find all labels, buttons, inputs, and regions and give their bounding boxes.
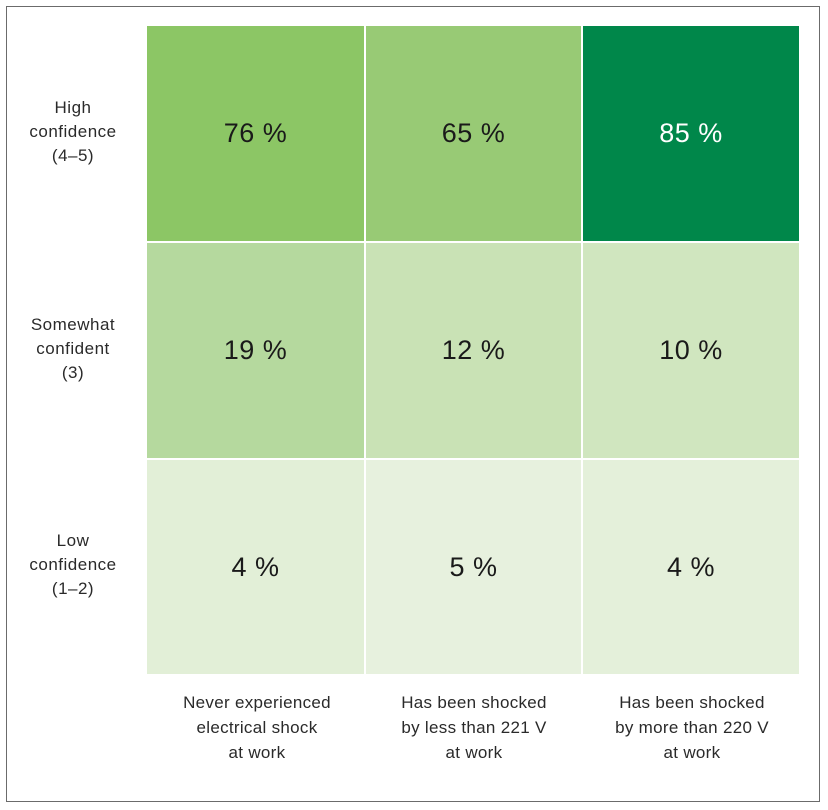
column-label-never-shocked: Never experienced electrical shock at wo… — [183, 693, 331, 762]
heatmap-cell-r1-c1: 12 % — [366, 243, 581, 458]
column-label-shocked-under-221v: Has been shocked by less than 221 V at w… — [401, 693, 547, 762]
row-label-somewhat-confident: Somewhat confident (3) — [30, 315, 116, 382]
heatmap-cell-r2-c2: 4 % — [583, 460, 799, 674]
row-label-high-confidence: High confidence (4–5) — [29, 98, 117, 165]
heatmap-cell-r0-c1: 65 % — [366, 26, 581, 241]
heatmap-cell-r0-c0: 76 % — [147, 26, 364, 241]
column-label-shocked-over-220v: Has been shocked by more than 220 V at w… — [615, 693, 769, 762]
heatmap-cell-r0-c2: 85 % — [583, 26, 799, 241]
heatmap-cell-r2-c0: 4 % — [147, 460, 364, 674]
row-label-low-confidence: Low confidence (1–2) — [29, 531, 117, 598]
heatmap-cell-r1-c2: 10 % — [583, 243, 799, 458]
heatmap-cell-r1-c0: 19 % — [147, 243, 364, 458]
heatmap-cell-r2-c1: 5 % — [366, 460, 581, 674]
